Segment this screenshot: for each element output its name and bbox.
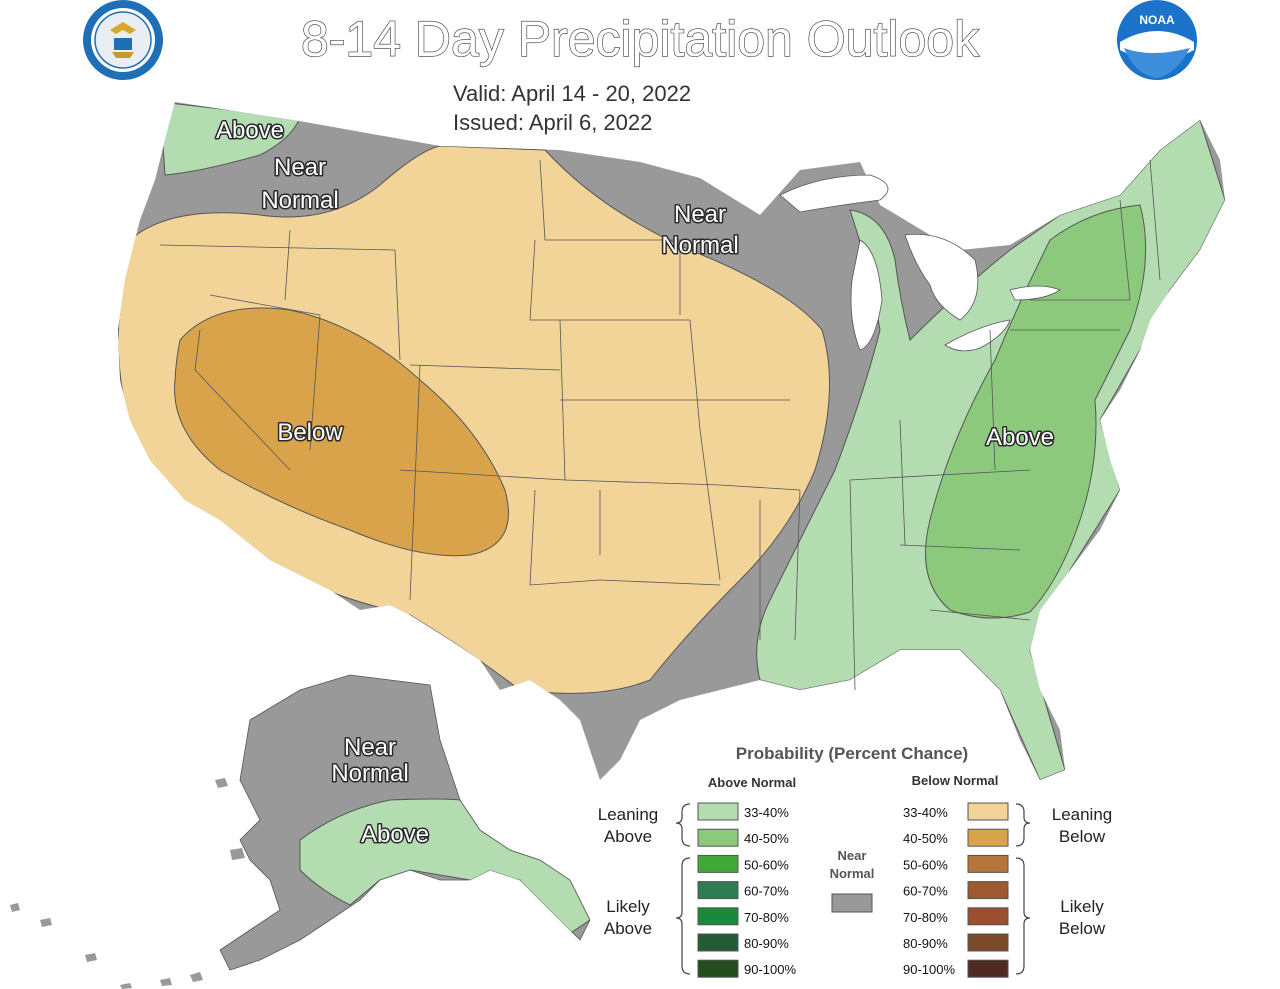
legend-above-swatch-1 — [697, 802, 739, 821]
legend-above-swatch-5 — [697, 907, 739, 926]
legend-title: Probability (Percent Chance) — [736, 744, 968, 763]
legend-below-swatch-2 — [967, 828, 1009, 847]
legend-above-label-2: 40-50% — [744, 831, 789, 846]
legend: Probability (Percent Chance) Above Norma… — [598, 744, 1113, 978]
state-boundaries — [159, 159, 1161, 691]
legend-likely-below-1: Likely — [1060, 897, 1104, 916]
legend-above-rows: 33-40% 40-50% 50-60% 60-70% 70-80% 80-90% 90-1… — [697, 802, 796, 978]
valid-dates: Valid: April 14 - 20, 2022 — [453, 81, 691, 106]
label-ne-near: Near — [674, 201, 726, 228]
legend-below-swatch-5 — [967, 907, 1009, 926]
legend-below-label-7: 90-100% — [903, 962, 955, 977]
legend-near-normal-1: Near — [838, 848, 867, 863]
legend-above-label-1: 33-40% — [744, 805, 789, 820]
legend-below-swatch-4 — [967, 881, 1009, 900]
below-40-50-region — [174, 307, 509, 557]
legend-brace-likely-below — [1015, 857, 1031, 975]
legend-above-label-4: 60-70% — [744, 884, 789, 899]
contiguous-us — [118, 102, 1225, 780]
label-nw-above: Above — [216, 117, 284, 144]
legend-above-label-7: 90-100% — [744, 962, 796, 977]
department-of-commerce-seal — [83, 0, 163, 80]
legend-leaning-below-2: Below — [1059, 827, 1106, 846]
legend-leaning-above-1: Leaning — [598, 805, 659, 824]
legend-brace-leaning-above — [675, 803, 691, 847]
legend-above-swatch-4 — [697, 881, 739, 900]
legend-above-header: Above Normal — [708, 775, 796, 790]
legend-below-label-4: 60-70% — [903, 884, 948, 899]
legend-near-normal-swatch — [831, 893, 873, 913]
legend-leaning-above-2: Above — [604, 827, 652, 846]
legend-likely-above-1: Likely — [606, 897, 650, 916]
legend-above-swatch-2 — [697, 828, 739, 847]
legend-below-swatch-6 — [967, 933, 1009, 952]
legend-near-normal-2: Normal — [830, 866, 875, 881]
legend-above-swatch-6 — [697, 933, 739, 952]
alaska — [10, 674, 591, 989]
label-ak-near: Near — [344, 734, 396, 761]
region-labels: Above Near Normal Near Normal Below Abov… — [214, 116, 1055, 850]
above-leaning-nw-region — [159, 102, 301, 176]
label-ak-normal: Normal — [331, 760, 408, 787]
label-sw-below: Below — [277, 419, 343, 446]
label-nw-near: Near — [274, 154, 326, 181]
label-ak-above: Above — [361, 821, 429, 848]
legend-below-rows: 33-40% 40-50% 50-60% 60-70% 70-80% 80-90% 90-1… — [903, 802, 1009, 978]
legend-below-label-3: 50-60% — [903, 857, 948, 872]
issued-date: Issued: April 6, 2022 — [453, 110, 652, 135]
label-nw-normal: Normal — [261, 187, 338, 214]
legend-below-swatch-1 — [967, 802, 1009, 821]
noaa-logo-text: NOAA — [1139, 13, 1175, 27]
legend-below-label-1: 33-40% — [903, 805, 948, 820]
legend-below-header: Below Normal — [912, 773, 999, 788]
legend-likely-above-2: Above — [604, 919, 652, 938]
legend-brace-leaning-below — [1015, 803, 1031, 847]
legend-below-label-2: 40-50% — [903, 831, 948, 846]
legend-leaning-below-1: Leaning — [1052, 805, 1113, 824]
legend-brace-likely-above — [675, 857, 691, 975]
legend-below-swatch-7 — [967, 959, 1009, 978]
legend-below-label-5: 70-80% — [903, 910, 948, 925]
great-lakes — [779, 174, 1061, 352]
aleutian-islands — [10, 778, 245, 989]
legend-below-swatch-3 — [967, 854, 1009, 873]
above-40-50-east-region — [925, 204, 1147, 619]
noaa-logo: NOAA — [1117, 0, 1197, 80]
legend-above-swatch-7 — [697, 959, 739, 978]
header: 8-14 Day Precipitation Outlook Valid: Ap… — [300, 10, 980, 135]
legend-above-label-3: 50-60% — [744, 857, 789, 872]
legend-above-label-5: 70-80% — [744, 910, 789, 925]
label-east-above: Above — [986, 424, 1054, 451]
legend-likely-below-2: Below — [1059, 919, 1106, 938]
label-ne-normal: Normal — [661, 232, 738, 259]
alaska-above-region — [299, 798, 590, 941]
legend-below-label-6: 80-90% — [903, 936, 948, 951]
map-title: 8-14 Day Precipitation Outlook — [301, 11, 980, 67]
legend-above-swatch-3 — [697, 854, 739, 873]
legend-above-label-6: 80-90% — [744, 936, 789, 951]
